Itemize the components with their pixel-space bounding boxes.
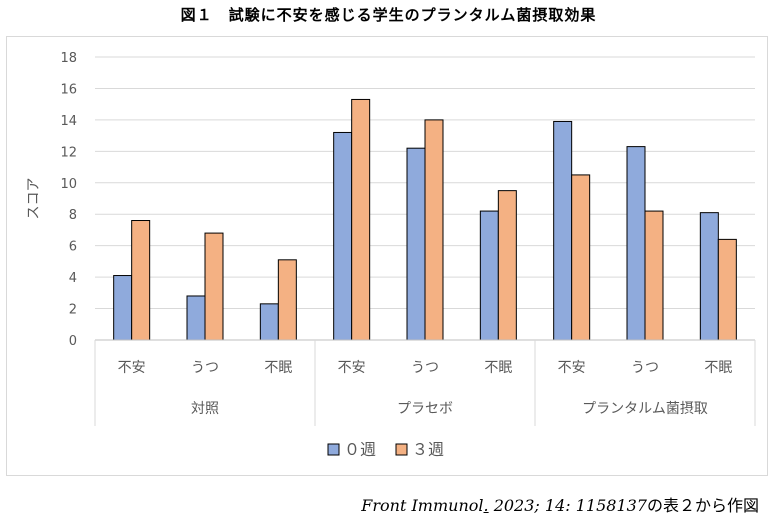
bar-week3 (497, 190, 517, 341)
source-journal: Front Immunol (361, 496, 484, 515)
legend-swatch-week3 (395, 443, 408, 456)
bar-week0 (186, 295, 206, 341)
y-tick-label: 18 (60, 51, 77, 66)
y-tick-label: 12 (60, 145, 77, 160)
group-label: 対照 (191, 401, 219, 417)
y-tick-label: 4 (69, 271, 77, 286)
chart-frame (6, 36, 768, 476)
source-suffix: の表２から作図 (646, 496, 759, 515)
bar-week0 (479, 210, 499, 341)
bar-week3 (351, 98, 371, 341)
x-category-label: 不眠 (484, 360, 512, 376)
y-tick-label: 16 (60, 82, 77, 97)
bar-week3 (717, 238, 737, 341)
bar-week3 (277, 259, 297, 341)
y-tick-label: 6 (69, 240, 77, 255)
bar-week3 (424, 119, 444, 341)
x-category-label: うつ (411, 360, 439, 376)
group-label: プラセボ (397, 401, 453, 417)
legend-label: ０週 (344, 440, 376, 459)
group-label: プランタルム菌摂取 (582, 401, 708, 417)
bar-week3 (204, 232, 224, 341)
x-category-label: 不安 (338, 360, 366, 376)
bar-week3 (131, 220, 151, 341)
y-axis-title: スコア (26, 178, 42, 220)
x-category-label: 不眠 (704, 360, 732, 376)
y-tick-label: 14 (60, 114, 77, 129)
bar-week3 (571, 174, 591, 341)
source-dot: . (483, 496, 489, 515)
bar-week0 (553, 120, 573, 341)
x-category-label: 不眠 (264, 360, 292, 376)
y-tick-label: 2 (69, 303, 77, 318)
x-category-label: 不安 (118, 360, 146, 376)
bar-week0 (113, 275, 133, 341)
y-tick-label: 0 (69, 334, 77, 349)
y-tick-label: 10 (60, 177, 77, 192)
legend-label: ３週 (412, 440, 444, 459)
legend-swatch-week0 (327, 443, 340, 456)
bar-week0 (406, 147, 426, 341)
bar-week0 (626, 146, 646, 341)
bar-week0 (333, 131, 353, 341)
bar-week3 (644, 210, 664, 341)
x-category-label: うつ (631, 360, 659, 376)
page-title: 図１ 試験に不安を感じる学生のプランタルム菌摂取効果 (180, 6, 597, 24)
y-tick-label: 8 (69, 208, 77, 223)
x-category-label: うつ (191, 360, 219, 376)
source-details: 2023; 14: 1158137 (488, 496, 647, 515)
bar-week0 (259, 303, 279, 341)
source-citation: Front Immunol. 2023; 14: 1158137の表２から作図 (361, 492, 759, 516)
bar-week0 (699, 212, 719, 341)
x-category-label: 不安 (558, 360, 586, 376)
